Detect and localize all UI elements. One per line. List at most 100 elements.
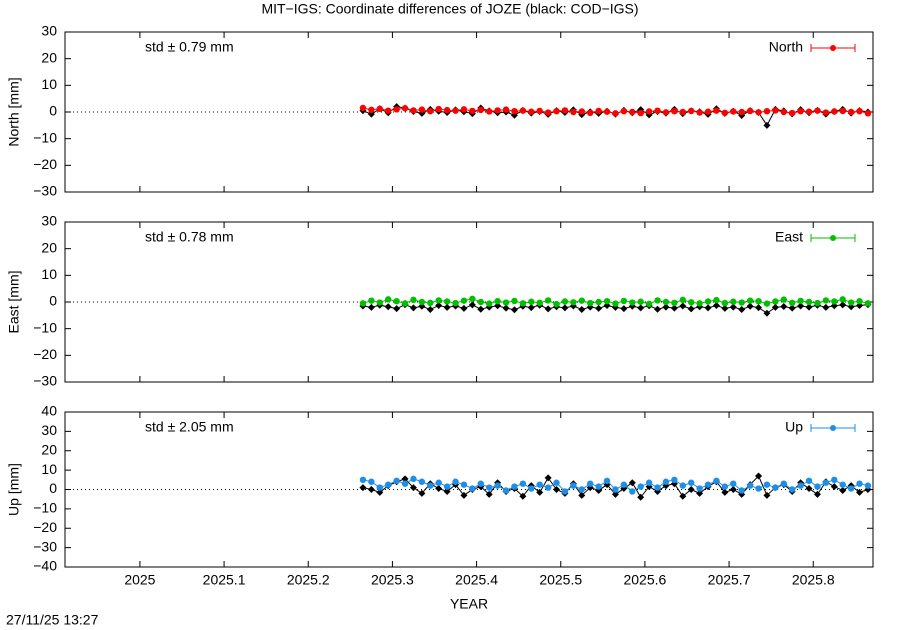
- data-point: [595, 298, 602, 306]
- data-point: [755, 304, 763, 312]
- data-point: [443, 483, 451, 490]
- data-point: [789, 109, 796, 117]
- x-tick-label: 2025.8: [792, 572, 835, 588]
- data-point: [595, 304, 603, 312]
- data-point: [763, 108, 771, 115]
- data-point: [662, 109, 670, 116]
- data-point: [628, 479, 636, 487]
- data-point: [486, 300, 493, 307]
- data-point: [805, 108, 813, 115]
- y-tick-label: 0: [49, 480, 57, 496]
- data-point: [494, 482, 501, 489]
- data-point: [671, 476, 678, 484]
- data-point: [443, 298, 451, 305]
- data-point: [494, 302, 502, 310]
- data-point: [645, 479, 653, 486]
- data-point: [612, 486, 619, 493]
- legend-swatch: [830, 235, 836, 241]
- data-point: [729, 303, 737, 311]
- data-point: [486, 484, 493, 491]
- data-point: [435, 297, 442, 304]
- data-point: [536, 299, 543, 306]
- data-point: [704, 481, 712, 488]
- data-point: [477, 106, 484, 114]
- data-point: [519, 107, 527, 114]
- data-point: [612, 300, 619, 307]
- data-point: [688, 299, 695, 306]
- timestamp: 27/11/25 13:27: [6, 612, 99, 628]
- data-point: [435, 479, 442, 486]
- data-point: [418, 298, 426, 306]
- data-point: [688, 479, 695, 486]
- data-point: [410, 296, 417, 304]
- data-point: [704, 304, 712, 312]
- chart-title: MIT−IGS: Coordinate differences of JOZE …: [261, 1, 638, 17]
- data-point: [662, 298, 670, 306]
- data-point: [679, 302, 687, 310]
- data-point: [359, 104, 367, 112]
- data-point: [443, 106, 451, 114]
- data-point: [805, 477, 813, 484]
- data-point: [401, 480, 409, 487]
- data-point: [443, 303, 451, 311]
- data-point: [561, 304, 569, 312]
- data-point: [847, 299, 855, 306]
- data-point: [746, 302, 754, 310]
- data-point: [814, 299, 821, 307]
- data-point: [679, 492, 687, 500]
- data-point: [536, 107, 543, 115]
- data-point: [696, 300, 703, 307]
- data-point: [460, 491, 468, 499]
- data-point: [620, 108, 628, 115]
- data-point: [595, 483, 602, 490]
- data-point: [637, 304, 645, 312]
- data-point: [856, 480, 863, 487]
- data-point: [544, 109, 552, 116]
- data-point: [704, 298, 712, 305]
- data-point: [687, 305, 695, 313]
- data-point: [679, 482, 686, 489]
- data-point: [839, 107, 846, 115]
- data-point: [393, 477, 400, 484]
- data-point: [856, 108, 863, 115]
- data-point: [746, 297, 754, 304]
- data-point: [527, 304, 535, 312]
- data-point: [755, 298, 762, 305]
- data-point: [426, 305, 434, 313]
- data-point: [771, 303, 779, 311]
- data-point: [831, 108, 838, 115]
- data-point: [578, 491, 586, 499]
- data-point: [679, 296, 686, 304]
- data-point: [519, 480, 527, 487]
- data-point: [814, 483, 821, 490]
- data-point: [670, 304, 678, 312]
- data-point: [418, 489, 426, 497]
- y-tick-label: −30: [33, 373, 57, 389]
- data-point: [393, 106, 400, 113]
- data-point: [443, 487, 451, 495]
- data-point: [654, 484, 661, 491]
- data-point: [797, 482, 804, 489]
- data-point: [359, 484, 367, 492]
- y-tick-label: 10: [41, 76, 57, 92]
- data-point: [822, 109, 830, 116]
- data-point: [587, 480, 594, 487]
- data-point: [368, 297, 375, 304]
- data-point: [712, 301, 720, 309]
- data-point: [839, 486, 847, 494]
- data-point: [477, 480, 484, 487]
- data-point: [401, 300, 409, 307]
- data-point: [704, 108, 712, 115]
- data-point: [788, 304, 796, 312]
- data-point: [494, 107, 501, 114]
- data-point: [822, 303, 830, 311]
- y-tick-label: −10: [33, 500, 57, 516]
- data-point: [385, 107, 392, 114]
- annotation: std ± 0.79 mm: [145, 39, 234, 55]
- data-point: [435, 105, 442, 113]
- data-point: [637, 298, 644, 305]
- data-point: [460, 481, 468, 488]
- data-point: [839, 301, 847, 309]
- data-point: [763, 481, 771, 488]
- data-point: [831, 476, 838, 484]
